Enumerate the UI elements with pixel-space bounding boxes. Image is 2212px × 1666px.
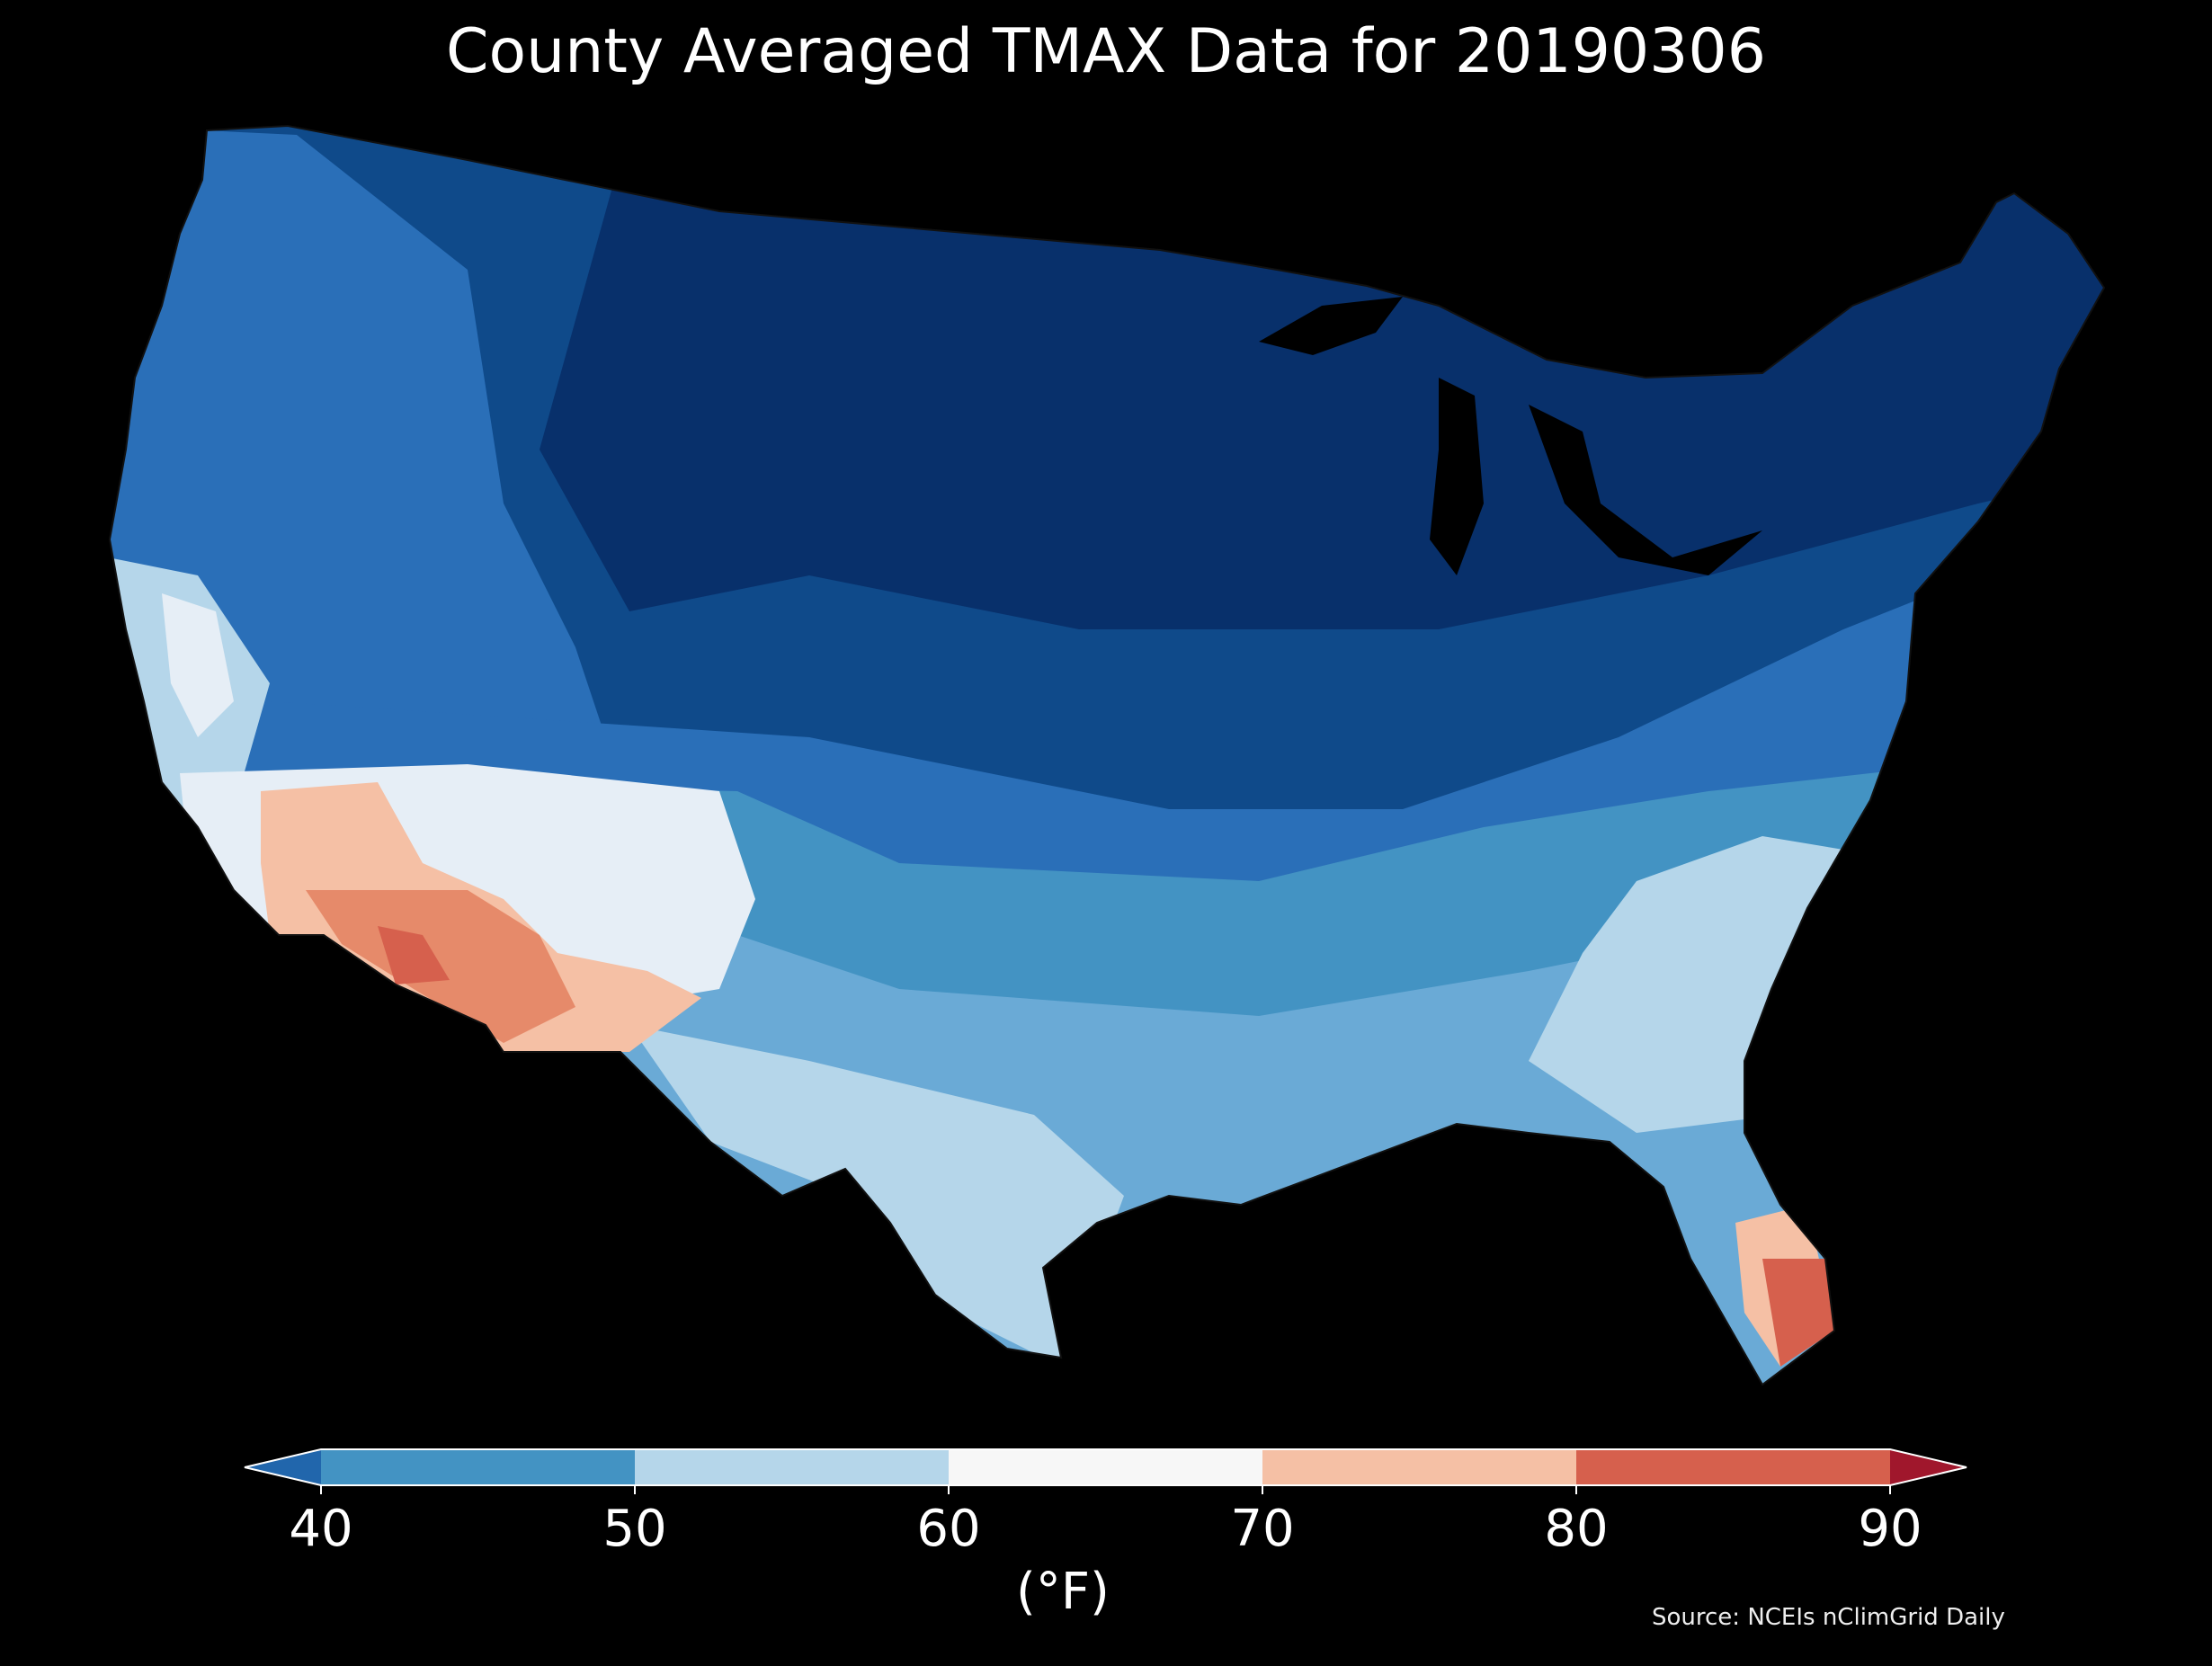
colorbar-tick-label: 60 [916, 1500, 981, 1558]
colorbar-segment [949, 1449, 1262, 1485]
colorbar-tick-label: 70 [1230, 1500, 1295, 1558]
colorbar-segment [1576, 1449, 1890, 1485]
source-credit: Source: NCEIs nClimGrid Daily [1652, 1604, 2005, 1631]
colorbar-segment [321, 1449, 635, 1485]
colorbar-extend-low [245, 1449, 321, 1485]
lake-huron-erie [1529, 405, 1762, 575]
colorbar-extend-high [1890, 1449, 1967, 1485]
us-county-tmax-map [108, 124, 2106, 1386]
colorbar-segment [635, 1449, 949, 1485]
colorbar-tick-label: 40 [289, 1500, 353, 1558]
colorbar-unit-label: (°F) [1016, 1563, 1110, 1621]
map-title: County Averaged TMAX Data for 20190306 [446, 16, 1766, 87]
colorbar-segment [1262, 1449, 1576, 1485]
colorbar-tick-label: 90 [1858, 1500, 1922, 1558]
lake-michigan [1430, 378, 1484, 575]
colorbar-tick-label: 50 [602, 1500, 667, 1558]
colorbar-tick-label: 80 [1544, 1500, 1609, 1558]
lake-superior [1259, 297, 1403, 355]
